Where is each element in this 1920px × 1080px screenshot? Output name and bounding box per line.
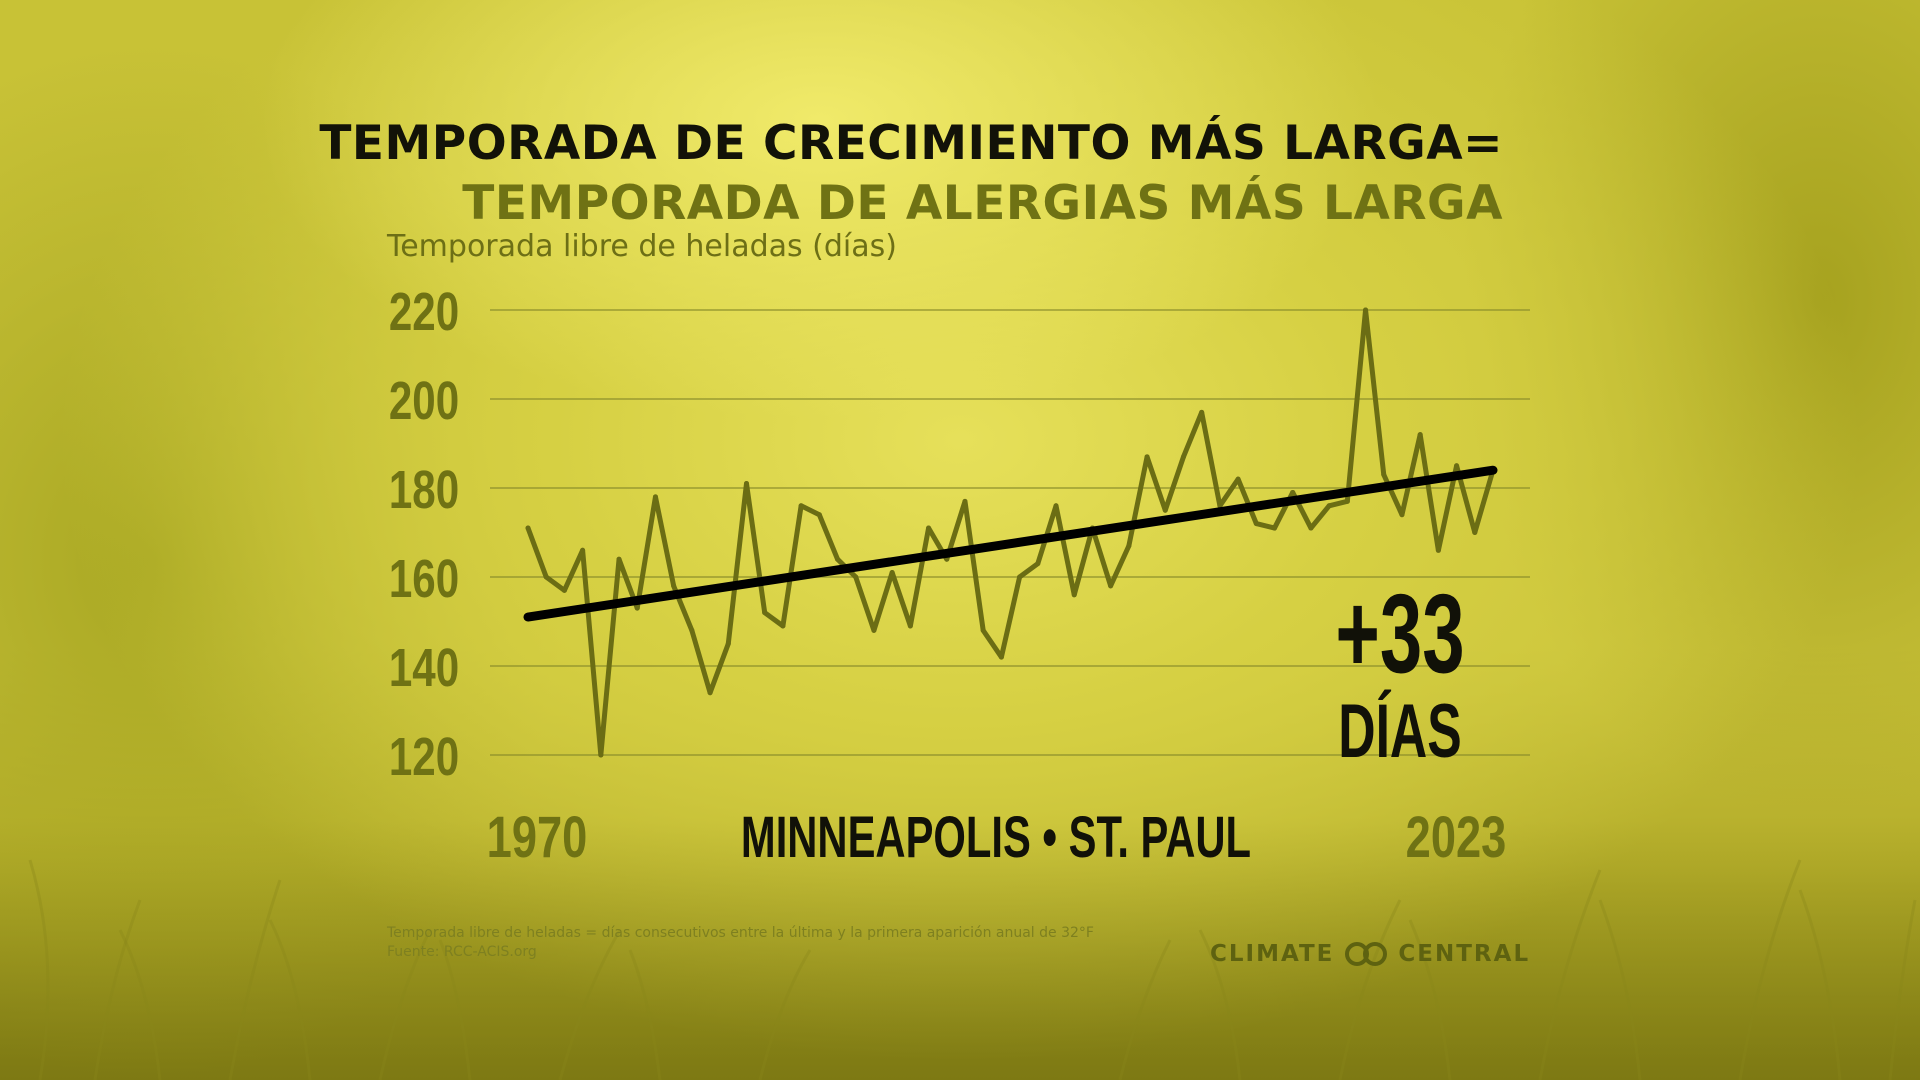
data-point-1982: [743, 481, 749, 487]
data-point-2019: [1417, 432, 1423, 438]
data-point-2006: [1180, 454, 1186, 460]
data-point-2005: [1162, 507, 1168, 513]
y-tick-labels: 220 200 180 160 140 120: [389, 282, 459, 787]
data-point-1984: [780, 623, 786, 629]
data-point-1994: [962, 498, 968, 504]
data-point-1978: [671, 583, 677, 589]
data-point-1977: [652, 494, 658, 500]
data-point-1975: [616, 556, 622, 562]
logo-text-right: CENTRAL: [1398, 941, 1531, 967]
data-point-1974: [598, 752, 604, 758]
data-point-1983: [762, 610, 768, 616]
data-point-2017: [1381, 472, 1387, 478]
data-point-2020: [1435, 547, 1441, 553]
data-point-2015: [1344, 498, 1350, 504]
trend-line: [523, 465, 1498, 622]
data-point-2013: [1308, 525, 1314, 531]
title-line-2: TEMPORADA DE ALERGIAS MÁS LARGA: [462, 176, 1503, 231]
data-point-1989: [871, 627, 877, 633]
data-point-2011: [1272, 525, 1278, 531]
data-point-1970: [525, 525, 531, 531]
data-point-2003: [1126, 543, 1132, 549]
series-line-frost-free-days: [525, 307, 1496, 758]
data-point-1998: [1035, 561, 1041, 567]
y-tick-label-140: 140: [389, 638, 459, 698]
y-tick-label-160: 160: [389, 549, 459, 609]
data-point-1972: [561, 587, 567, 593]
data-point-2014: [1326, 503, 1332, 509]
data-point-2012: [1290, 489, 1296, 495]
data-point-2004: [1144, 454, 1150, 460]
data-point-2018: [1399, 512, 1405, 518]
climate-central-logo: CLIMATE CENTRAL: [1210, 939, 1530, 969]
y-axis-label: Temporada libre de heladas (días): [387, 229, 897, 264]
data-point-1988: [853, 574, 859, 580]
x-tick-label-start: 1970: [487, 806, 588, 871]
footnote-source: Fuente: RCC-ACIS.org: [387, 944, 537, 960]
data-point-1992: [926, 525, 932, 531]
footnote-definition: Temporada libre de heladas = días consec…: [387, 925, 1094, 941]
title-line-1: TEMPORADA DE CRECIMIENTO MÁS LARGA=: [319, 116, 1503, 171]
data-point-1999: [1053, 503, 1059, 509]
data-point-1979: [689, 627, 695, 633]
climate-central-rings-icon: [1345, 942, 1388, 966]
data-point-2002: [1108, 583, 1114, 589]
y-tick-label-180: 180: [389, 460, 459, 520]
y-tick-label-200: 200: [389, 371, 459, 431]
annotation-unit: DÍAS: [1338, 688, 1461, 773]
data-point-1980: [707, 690, 713, 696]
data-point-1973: [580, 547, 586, 553]
data-point-1971: [543, 574, 549, 580]
data-point-1995: [980, 627, 986, 633]
data-point-1987: [835, 556, 841, 562]
annotation-value: +33: [1335, 571, 1464, 696]
data-point-1997: [1017, 574, 1023, 580]
footnote: Temporada libre de heladas = días consec…: [387, 924, 1094, 962]
logo-text-left: CLIMATE: [1210, 941, 1335, 967]
data-point-1981: [725, 641, 731, 647]
data-point-2007: [1199, 409, 1205, 415]
data-point-2000: [1071, 592, 1077, 598]
series-points: [525, 307, 1496, 758]
y-tick-label-220: 220: [389, 282, 459, 342]
data-point-1996: [998, 654, 1004, 660]
data-point-1976: [634, 605, 640, 611]
data-point-2009: [1235, 476, 1241, 482]
data-point-1985: [798, 503, 804, 509]
location-label: MINNEAPOLIS • ST. PAUL: [741, 804, 1251, 869]
data-point-2021: [1454, 463, 1460, 469]
data-point-2010: [1253, 521, 1259, 527]
data-point-2022: [1472, 530, 1478, 535]
data-point-1990: [889, 570, 895, 576]
data-point-2016: [1363, 307, 1369, 313]
x-tick-label-end: 2023: [1406, 806, 1507, 871]
data-point-1986: [816, 512, 822, 518]
y-tick-label-120: 120: [389, 727, 459, 787]
data-point-1991: [907, 623, 913, 629]
